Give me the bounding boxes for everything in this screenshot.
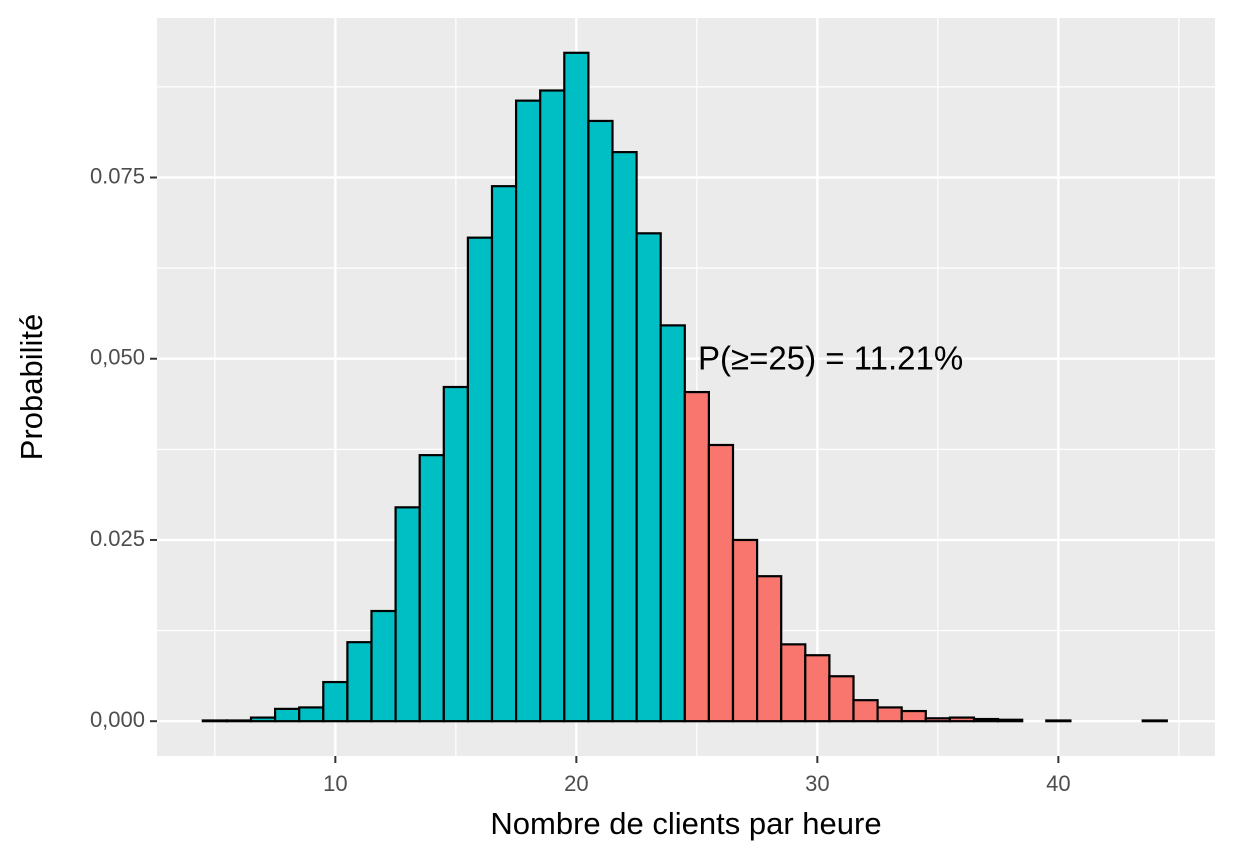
x-tick-label: 20: [564, 771, 588, 796]
y-tick-label: 0.075: [90, 163, 145, 188]
bar: [755, 575, 783, 723]
bar: [249, 716, 277, 723]
bar: [659, 324, 686, 723]
bar: [707, 443, 735, 723]
bar: [563, 51, 590, 723]
bar: [731, 538, 759, 723]
bar: [273, 707, 301, 723]
x-axis-title: Nombre de clients par heure: [490, 806, 881, 841]
bar: [370, 609, 397, 723]
y-tick-label: 0.025: [90, 526, 145, 551]
bar: [828, 675, 855, 723]
bar: [346, 641, 373, 723]
bar: [298, 706, 325, 723]
bar: [514, 99, 542, 723]
bar: [876, 706, 903, 723]
bar: [418, 454, 445, 723]
bar: [996, 718, 1024, 723]
x-tick-label: 30: [805, 771, 829, 796]
y-tick-label: 0,000: [90, 707, 145, 732]
bar: [683, 390, 710, 723]
bar: [780, 643, 807, 723]
bar: [635, 232, 662, 723]
bar: [322, 680, 349, 723]
bar: [587, 119, 614, 723]
bar: [1141, 719, 1168, 723]
bar: [1045, 719, 1072, 723]
bar: [804, 654, 831, 723]
bar: [972, 717, 1000, 723]
bar: [852, 699, 879, 723]
bar: [201, 719, 228, 723]
annotation: P(≥=25) = 11.21%: [698, 340, 963, 377]
bar: [611, 151, 638, 723]
bar: [924, 717, 951, 723]
bar: [225, 719, 253, 723]
bar: [948, 716, 976, 723]
bar: [490, 185, 518, 723]
x-tick-label: 10: [323, 771, 347, 796]
bar: [539, 89, 566, 723]
bars: [201, 51, 1168, 723]
bar: [900, 709, 927, 723]
y-axis-title: Probabilité: [14, 314, 49, 460]
bar: [466, 236, 494, 723]
bar: [394, 506, 421, 723]
x-tick-label: 40: [1046, 771, 1070, 796]
y-tick-label: 0,050: [90, 345, 145, 370]
bar: [442, 385, 469, 723]
